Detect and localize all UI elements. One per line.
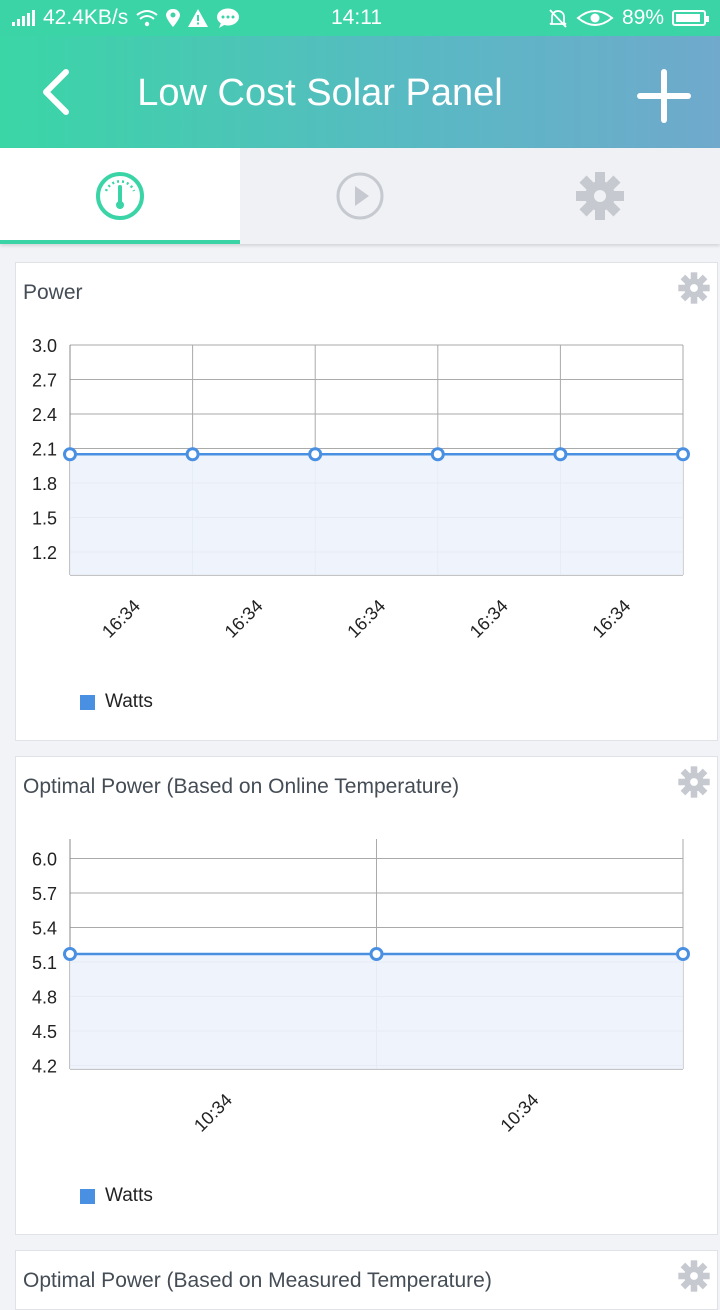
app-bar: Low Cost Solar Panel — [0, 36, 720, 148]
y-tick-label: 5.7 — [32, 884, 57, 904]
card-title: Optimal Power (Based on Online Temperatu… — [23, 775, 460, 798]
plus-icon[interactable] — [636, 68, 692, 124]
optimal-power-chart: 6.0 5.7 5.4 5.1 4.8 4.5 4.2 10:34 10:34 — [32, 839, 690, 1136]
gear-icon[interactable] — [677, 1259, 711, 1293]
chart-card-optimal-online: Optimal Power (Based on Online Temperatu… — [15, 756, 718, 1235]
y-tick-label: 1.5 — [32, 509, 57, 529]
clock: 14:11 — [331, 6, 382, 29]
y-tick-label: 2.4 — [32, 405, 57, 425]
eye-icon — [576, 10, 614, 26]
y-tick-label: 5.4 — [32, 919, 57, 939]
x-tick-label: 16:34 — [221, 596, 267, 642]
gear-icon[interactable] — [677, 271, 711, 305]
tab-settings[interactable] — [480, 148, 720, 244]
x-tick-label: 16:34 — [466, 596, 512, 642]
chart-legend: Watts — [80, 691, 153, 713]
card-title: Optimal Power (Based on Measured Tempera… — [23, 1269, 492, 1292]
y-tick-label: 4.8 — [32, 988, 57, 1008]
chart-card-optimal-measured: Optimal Power (Based on Measured Tempera… — [15, 1250, 718, 1310]
page-title: Low Cost Solar Panel — [137, 72, 503, 114]
tab-dashboard[interactable] — [0, 148, 240, 244]
data-point — [308, 447, 323, 462]
gauge-icon — [96, 172, 144, 220]
data-point — [63, 947, 77, 961]
data-point — [185, 447, 200, 462]
warning-icon — [188, 9, 209, 27]
network-speed: 42.4KB/s — [43, 6, 129, 29]
data-point — [553, 447, 568, 462]
x-tick-label: 10:34 — [497, 1090, 543, 1136]
legend-swatch — [80, 1188, 95, 1204]
y-tick-label: 6.0 — [32, 850, 57, 870]
play-icon — [336, 172, 384, 220]
y-tick-label: 4.2 — [32, 1057, 57, 1077]
y-tick-label: 2.7 — [32, 371, 57, 391]
x-tick-label: 10:34 — [190, 1090, 236, 1136]
card-title: Power — [23, 281, 83, 304]
chart-card-power: Power 3.0 2.7 2.4 2.1 1.8 1.5 1.2 16:34 16:34 16:… — [15, 262, 718, 741]
gear-icon — [576, 172, 624, 220]
legend-label: Watts — [105, 1185, 153, 1206]
data-point — [676, 447, 690, 462]
mute-bell-icon — [549, 9, 567, 28]
y-tick-label: 4.5 — [32, 1022, 57, 1042]
x-tick-label: 16:34 — [98, 596, 144, 642]
y-tick-label: 1.8 — [32, 474, 57, 494]
tab-bar — [0, 148, 720, 244]
chart-legend: Watts — [80, 1185, 153, 1207]
signal-icon — [12, 10, 35, 26]
series-area — [70, 454, 683, 575]
battery-icon — [672, 10, 709, 26]
location-icon — [166, 9, 181, 27]
y-tick-label: 2.1 — [32, 440, 57, 460]
gear-icon[interactable] — [677, 765, 711, 799]
data-point — [63, 447, 77, 462]
x-tick-label: 16:34 — [343, 596, 389, 642]
legend-swatch — [80, 694, 95, 710]
data-point — [676, 947, 690, 961]
data-point — [369, 947, 384, 961]
series-area — [70, 954, 683, 1069]
y-tick-label: 5.1 — [32, 953, 57, 973]
battery-percent: 89% — [621, 6, 664, 29]
data-point — [430, 447, 445, 462]
status-bar: 42.4KB/s 14:11 89% — [0, 0, 720, 36]
x-tick-label: 16:34 — [588, 596, 634, 642]
chevron-left-icon[interactable] — [34, 66, 84, 118]
chat-icon — [217, 8, 240, 28]
power-chart: 3.0 2.7 2.4 2.1 1.8 1.5 1.2 16:34 16:34 16:34 16:3… — [32, 336, 690, 642]
legend-label: Watts — [105, 691, 153, 712]
tab-play[interactable] — [240, 148, 480, 244]
wifi-icon — [136, 10, 158, 27]
y-tick-label: 1.2 — [32, 543, 57, 563]
y-tick-label: 3.0 — [32, 336, 57, 356]
